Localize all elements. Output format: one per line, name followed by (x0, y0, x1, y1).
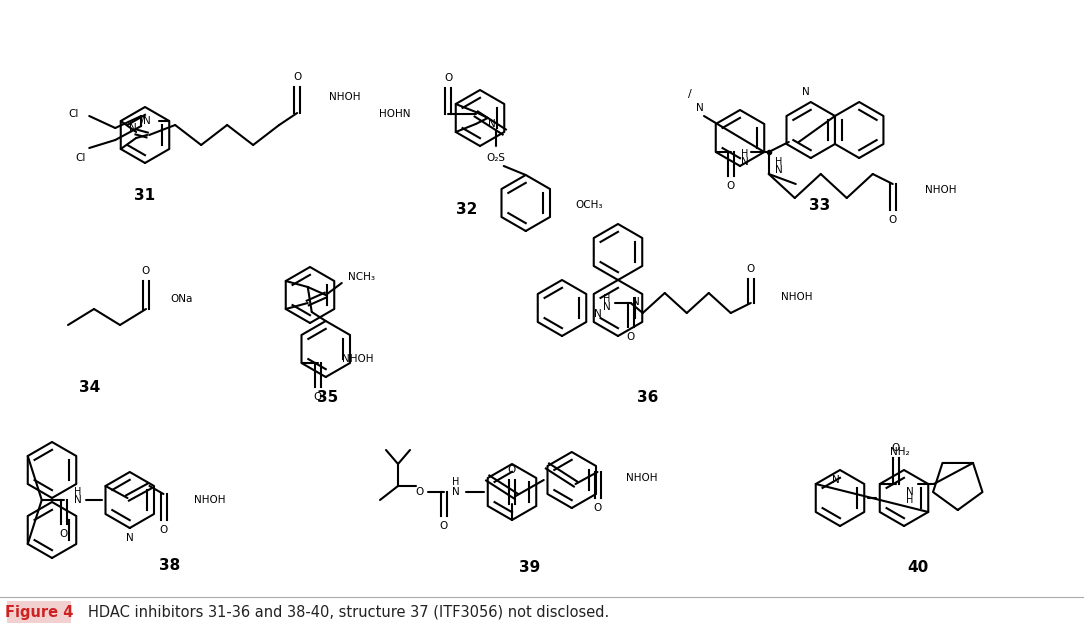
Text: N: N (129, 123, 137, 133)
Text: O: O (726, 181, 735, 191)
Text: N: N (74, 495, 81, 505)
Text: H: H (74, 487, 81, 497)
Text: N: N (802, 87, 810, 97)
Text: N: N (126, 533, 133, 543)
Text: O: O (313, 392, 322, 402)
Text: N: N (632, 297, 641, 307)
Text: ONa: ONa (170, 294, 192, 304)
Text: N: N (488, 119, 495, 129)
Text: O: O (627, 332, 635, 342)
Text: 32: 32 (456, 203, 478, 218)
Text: N: N (452, 487, 460, 497)
Text: NCH₃: NCH₃ (348, 272, 375, 282)
Text: NHOH: NHOH (925, 185, 956, 195)
Text: O: O (60, 529, 68, 539)
Text: N: N (906, 487, 914, 497)
Text: Cl: Cl (76, 153, 87, 163)
Text: HOHN: HOHN (378, 109, 410, 119)
Text: NHOH: NHOH (780, 292, 812, 302)
Text: O: O (508, 465, 516, 475)
Text: Cl: Cl (69, 109, 79, 119)
FancyBboxPatch shape (7, 601, 70, 623)
Text: N: N (143, 116, 151, 126)
Text: 39: 39 (519, 561, 541, 576)
Text: 34: 34 (79, 381, 101, 396)
Text: 38: 38 (159, 557, 181, 572)
Text: O: O (593, 503, 602, 513)
Text: N: N (740, 157, 749, 167)
Text: H: H (603, 294, 610, 304)
Text: NHOH: NHOH (341, 354, 373, 364)
Text: O₂S: O₂S (487, 153, 505, 163)
Text: O: O (444, 73, 452, 83)
Text: H: H (906, 495, 914, 505)
Text: H: H (741, 149, 748, 159)
Text: NHOH: NHOH (330, 92, 361, 102)
Text: HDAC inhibitors 31-36 and 38-40, structure 37 (ITF3056) not disclosed.: HDAC inhibitors 31-36 and 38-40, structu… (88, 604, 609, 619)
Text: O: O (747, 264, 754, 274)
Text: 40: 40 (907, 561, 929, 576)
Text: O: O (159, 525, 168, 535)
Text: 36: 36 (637, 391, 659, 406)
Text: NHOH: NHOH (625, 473, 657, 483)
Text: Figure 4: Figure 4 (4, 604, 74, 619)
Text: O: O (889, 215, 896, 225)
Text: O: O (142, 266, 150, 276)
Text: 31: 31 (134, 187, 156, 203)
Text: NH₂: NH₂ (890, 447, 909, 457)
Text: NHOH: NHOH (194, 495, 225, 505)
Text: O: O (416, 487, 424, 497)
Text: O: O (440, 521, 448, 531)
Text: O: O (293, 72, 301, 82)
Text: N: N (833, 475, 840, 485)
Text: 35: 35 (318, 391, 338, 406)
Text: H: H (452, 477, 460, 487)
Text: H: H (775, 157, 783, 167)
Text: O: O (892, 443, 900, 453)
Text: N: N (594, 309, 602, 319)
Text: N: N (696, 103, 704, 113)
Text: N: N (775, 165, 783, 175)
Text: /: / (688, 89, 692, 99)
Text: /: / (141, 115, 145, 125)
Text: 33: 33 (810, 198, 830, 213)
Text: OCH₃: OCH₃ (576, 200, 604, 210)
Text: N: N (603, 302, 610, 312)
